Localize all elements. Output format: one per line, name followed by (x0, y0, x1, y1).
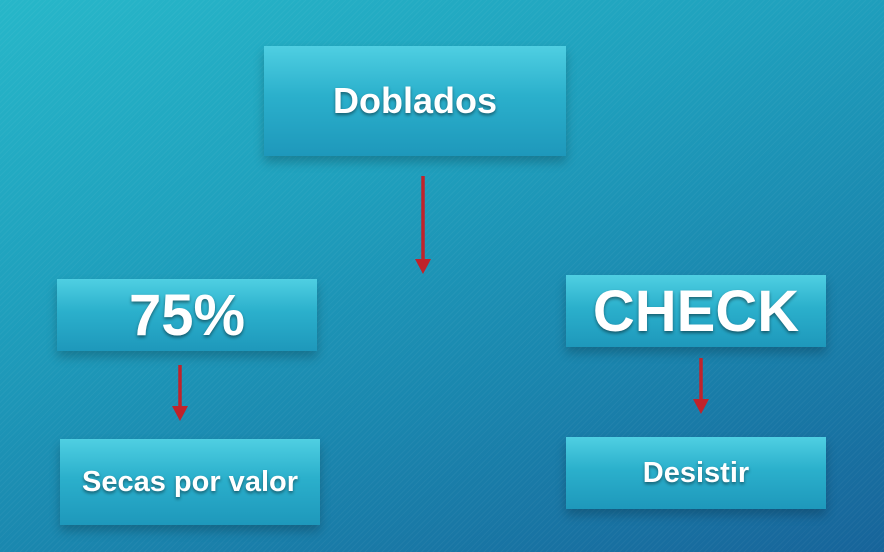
node-check: CHECK (566, 275, 826, 347)
node-doblados-label: Doblados (332, 80, 497, 121)
node-secas-por-valor: Secas por valor (60, 439, 320, 525)
node-75-percent-label: 75% (128, 282, 246, 348)
node-secas-por-valor-label: Secas por valor (82, 466, 298, 498)
arrow-75-to-secas (172, 365, 188, 421)
arrow-check-to-desistir (693, 358, 709, 414)
node-doblados: Doblados (264, 46, 566, 156)
arrow-doblados-down (415, 176, 431, 274)
node-75-percent: 75% (57, 279, 317, 351)
node-desistir: Desistir (566, 437, 826, 509)
node-check-label: CHECK (592, 278, 800, 344)
node-desistir-label: Desistir (642, 456, 750, 489)
